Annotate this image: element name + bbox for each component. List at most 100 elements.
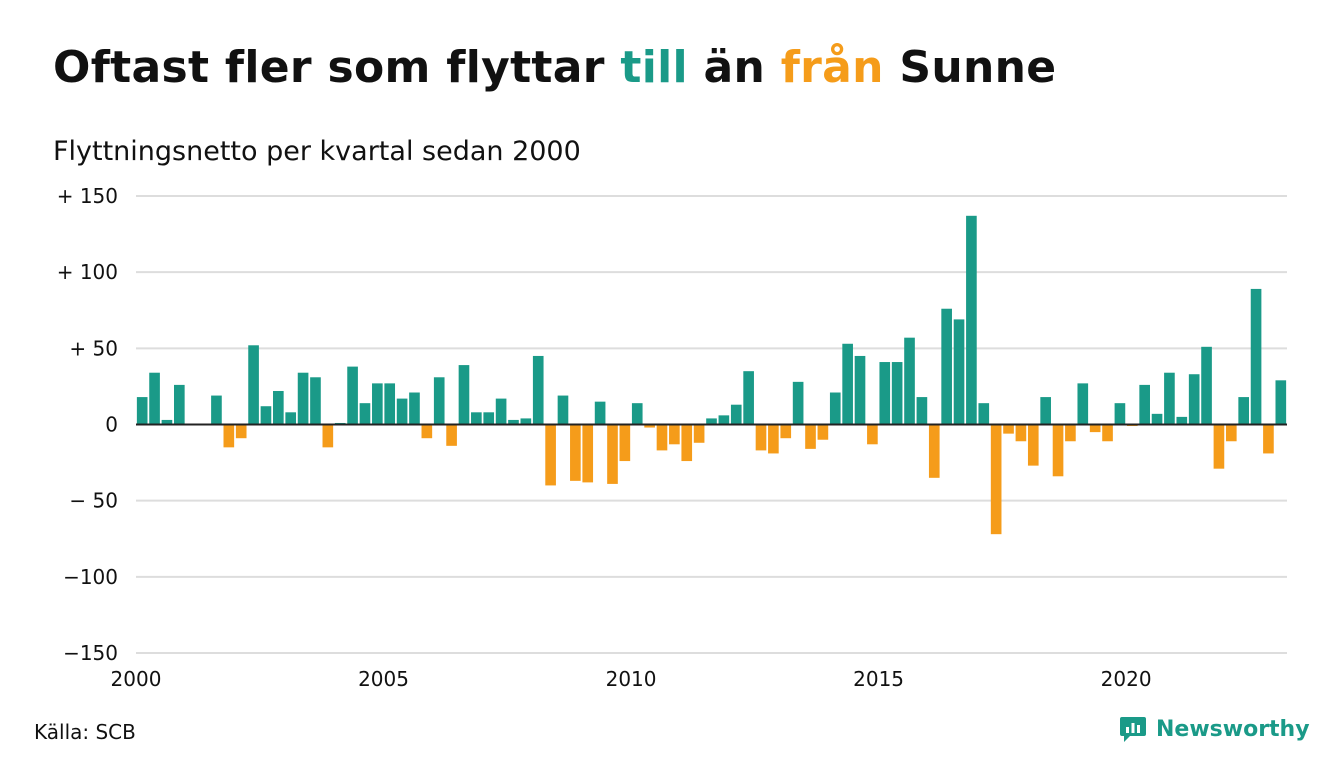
bar (916, 397, 928, 425)
bar (1176, 416, 1188, 425)
bar (904, 337, 915, 425)
bar (1151, 413, 1163, 425)
bar (446, 424, 457, 446)
bar (347, 366, 358, 425)
bar (990, 424, 1002, 535)
bar (1225, 424, 1237, 442)
bar (941, 308, 952, 425)
bar (582, 424, 594, 483)
bar (1263, 424, 1274, 454)
bar (285, 412, 297, 425)
bar (1102, 424, 1113, 442)
y-tick-label: − 50 (69, 489, 118, 513)
chart-title: Oftast fler som flyttar till än från Sun… (53, 42, 1056, 93)
bar (409, 392, 420, 425)
bar (433, 377, 445, 425)
bar (879, 362, 891, 425)
newsworthy-logo-icon (1120, 717, 1146, 742)
bar (174, 384, 185, 425)
bar (768, 424, 779, 454)
bar (706, 418, 717, 425)
bar-chart: + 150 + 100 + 50 0 − 50 −100 −150 2000 2005 2010… (57, 184, 1287, 691)
bar (1089, 424, 1101, 433)
bar (829, 392, 841, 425)
bar (545, 424, 556, 486)
bar (1015, 424, 1027, 442)
bar (631, 403, 643, 425)
bar (532, 355, 544, 425)
bar (570, 424, 581, 481)
x-tick-label: 2010 (606, 667, 657, 691)
grid-lines (136, 195, 1287, 654)
bar (792, 381, 804, 425)
bar (669, 424, 680, 445)
bar (966, 215, 977, 425)
title-part-2: än (687, 42, 781, 93)
bar (136, 397, 148, 425)
bar (273, 390, 284, 425)
bar (297, 372, 309, 425)
bar (1065, 424, 1076, 442)
bar (730, 404, 742, 425)
bar (471, 412, 482, 425)
bar (248, 345, 259, 425)
x-tick-label: 2005 (358, 667, 409, 691)
x-tick-label: 2000 (111, 667, 162, 691)
bar (656, 424, 668, 451)
bar (718, 415, 730, 425)
title-part-1: Oftast fler som flyttar (53, 42, 621, 93)
bar (681, 424, 693, 462)
bar (928, 424, 940, 478)
bar (1040, 397, 1051, 425)
y-tick-label: + 150 (57, 184, 118, 208)
bar (421, 424, 433, 439)
bar (1213, 424, 1225, 469)
title-word-till: till (620, 42, 688, 93)
bar (1139, 384, 1150, 425)
brand-name: Newsworthy (1156, 716, 1310, 742)
bar (322, 424, 334, 448)
bar (743, 371, 754, 425)
bar (953, 319, 965, 425)
chart-subtitle: Flyttningsnetto per kvartal sedan 2000 (53, 136, 581, 167)
bar (520, 418, 532, 425)
bar (867, 424, 878, 445)
bar (780, 424, 792, 439)
bar (260, 406, 272, 425)
bar (1164, 372, 1175, 425)
bar (1201, 346, 1212, 425)
bar (161, 419, 173, 425)
y-tick-label: + 100 (57, 260, 118, 284)
bar (396, 398, 408, 425)
y-tick-label: + 50 (69, 336, 118, 360)
source-note: Källa: SCB (34, 720, 136, 744)
bar (1027, 424, 1039, 466)
bar (384, 383, 396, 425)
bar (1077, 383, 1089, 425)
y-tick-label: −100 (63, 565, 118, 589)
bar (508, 419, 519, 425)
brand-logo: Newsworthy (1118, 714, 1310, 744)
bar (755, 424, 767, 451)
bar (1052, 424, 1064, 477)
bar (1003, 424, 1014, 434)
bar (223, 424, 235, 448)
bar (149, 372, 160, 425)
bar (372, 383, 383, 425)
y-tick-label: −150 (63, 641, 118, 665)
x-tick-label: 2015 (853, 667, 904, 691)
bar (483, 412, 495, 425)
bar (1275, 380, 1287, 425)
bar (817, 424, 829, 440)
x-axis-ticks: 2000 2005 2010 2015 2020 (111, 667, 1152, 691)
title-word-fran: från (780, 42, 884, 93)
bar (607, 424, 618, 484)
bar (644, 424, 655, 428)
bar (458, 365, 470, 425)
bar (619, 424, 631, 462)
bar (235, 424, 247, 439)
bar (495, 398, 507, 425)
bar (359, 403, 371, 425)
bar (1114, 403, 1126, 425)
bar (1188, 374, 1200, 425)
